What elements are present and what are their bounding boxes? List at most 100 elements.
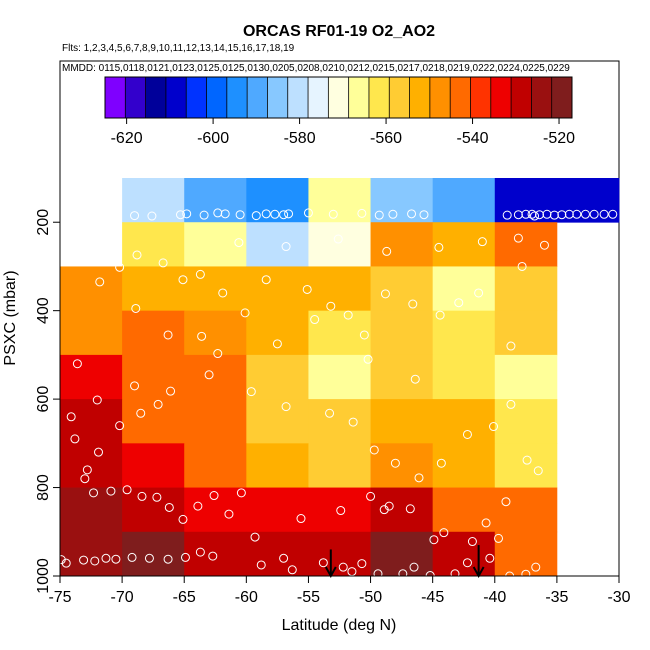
observation-point bbox=[122, 485, 132, 495]
heatmap-cell bbox=[308, 399, 371, 444]
observation-point bbox=[390, 458, 400, 468]
colorbar-swatch bbox=[389, 77, 411, 118]
observation-point bbox=[92, 395, 102, 405]
heatmap-cell bbox=[122, 266, 185, 312]
heatmap-cell bbox=[122, 487, 185, 533]
observation-point bbox=[303, 208, 313, 218]
heatmap-cell bbox=[60, 354, 123, 400]
observation-point bbox=[513, 233, 523, 243]
observation-point bbox=[454, 298, 464, 308]
heatmap-cell bbox=[432, 310, 496, 356]
observation-point bbox=[224, 509, 234, 519]
heatmap-cell bbox=[370, 531, 434, 577]
colorbar-tick-label: -620 bbox=[111, 130, 143, 147]
observation-point bbox=[527, 209, 537, 219]
observation-point bbox=[281, 402, 291, 412]
observation-point bbox=[90, 556, 100, 566]
chart-title: ORCAS RF01-19 O2_AO2 bbox=[243, 23, 435, 40]
observation-point bbox=[101, 553, 111, 563]
observation-point bbox=[261, 275, 271, 285]
observation-point bbox=[163, 554, 173, 564]
heatmap-cell bbox=[494, 266, 558, 312]
heatmap-cell bbox=[246, 399, 309, 444]
observation-point bbox=[407, 209, 417, 219]
observation-point bbox=[539, 240, 549, 250]
observation-point bbox=[82, 465, 92, 475]
x-tick-label: -75 bbox=[48, 589, 71, 606]
observation-point bbox=[557, 210, 567, 220]
heatmap-cell bbox=[184, 266, 247, 312]
observation-point bbox=[236, 488, 246, 498]
heatmap-cell bbox=[246, 178, 309, 223]
heatmap-cell bbox=[60, 310, 123, 356]
observation-point bbox=[414, 473, 424, 483]
colorbar-swatch bbox=[531, 77, 553, 118]
heatmap-cell bbox=[60, 399, 123, 444]
observation-point bbox=[97, 209, 107, 219]
observation-point bbox=[310, 315, 320, 325]
heatmap-cell bbox=[494, 531, 558, 577]
observation-point bbox=[56, 555, 66, 565]
heatmap-cell bbox=[494, 399, 558, 444]
observation-point bbox=[429, 535, 439, 545]
observation-point bbox=[382, 246, 392, 256]
y-tick-label: 600 bbox=[35, 386, 52, 413]
observation-point bbox=[281, 242, 291, 252]
observation-point bbox=[240, 308, 250, 318]
heatmap-cell bbox=[308, 443, 371, 488]
colorbar-swatch bbox=[206, 77, 228, 118]
observation-point bbox=[419, 210, 429, 220]
heatmap-cell bbox=[122, 399, 185, 444]
flights-subtitle: Flts: 1,2,3,4,5,6,7,8,9,10,11,12,13,14,1… bbox=[62, 43, 295, 54]
observation-point bbox=[111, 554, 121, 564]
x-tick-label: -30 bbox=[607, 589, 630, 606]
colorbar-swatch bbox=[551, 77, 573, 118]
observation-point bbox=[164, 502, 174, 512]
heatmap-cell bbox=[122, 443, 185, 488]
colorbar-swatch bbox=[490, 77, 512, 118]
y-tick-label: 200 bbox=[35, 209, 52, 236]
heatmap-cell bbox=[308, 266, 371, 312]
observation-point bbox=[107, 208, 117, 218]
observation-point bbox=[328, 209, 338, 219]
heatmap-cell bbox=[494, 222, 558, 267]
colorbar-swatch bbox=[287, 77, 309, 118]
colorbar-swatch bbox=[328, 77, 350, 118]
observation-point bbox=[72, 359, 82, 369]
observation-point bbox=[336, 506, 346, 516]
heatmap-cell bbox=[432, 487, 496, 533]
observation-point bbox=[531, 562, 541, 572]
heatmap-cell bbox=[184, 399, 247, 444]
colorbar-swatch bbox=[125, 77, 147, 118]
heatmap-cell bbox=[246, 354, 309, 400]
observation-point bbox=[388, 209, 398, 219]
observation-point bbox=[380, 289, 390, 299]
observation-point bbox=[357, 208, 367, 218]
observation-point bbox=[477, 237, 487, 247]
colorbar-swatch bbox=[226, 77, 248, 118]
heatmap-cell bbox=[370, 178, 434, 223]
observation-point bbox=[439, 528, 449, 538]
observation-point bbox=[379, 505, 389, 515]
observation-point bbox=[373, 569, 383, 579]
observation-point bbox=[250, 532, 260, 542]
heatmap-cell bbox=[184, 531, 247, 577]
heatmap-cell bbox=[370, 222, 434, 267]
observation-point bbox=[66, 412, 76, 422]
heatmap-cell bbox=[432, 531, 496, 577]
observation-point bbox=[343, 310, 353, 320]
observation-point bbox=[94, 447, 104, 457]
observation-point bbox=[369, 445, 379, 455]
observation-point bbox=[246, 387, 256, 397]
observation-point bbox=[195, 269, 205, 279]
observation-point bbox=[572, 209, 582, 219]
observation-point bbox=[204, 370, 214, 380]
observation-point bbox=[462, 429, 472, 439]
observation-point bbox=[589, 209, 599, 219]
observation-point bbox=[70, 434, 80, 444]
observation-point bbox=[506, 341, 516, 351]
observation-point bbox=[127, 552, 137, 562]
observation-point bbox=[302, 284, 312, 294]
observation-point bbox=[137, 491, 147, 501]
